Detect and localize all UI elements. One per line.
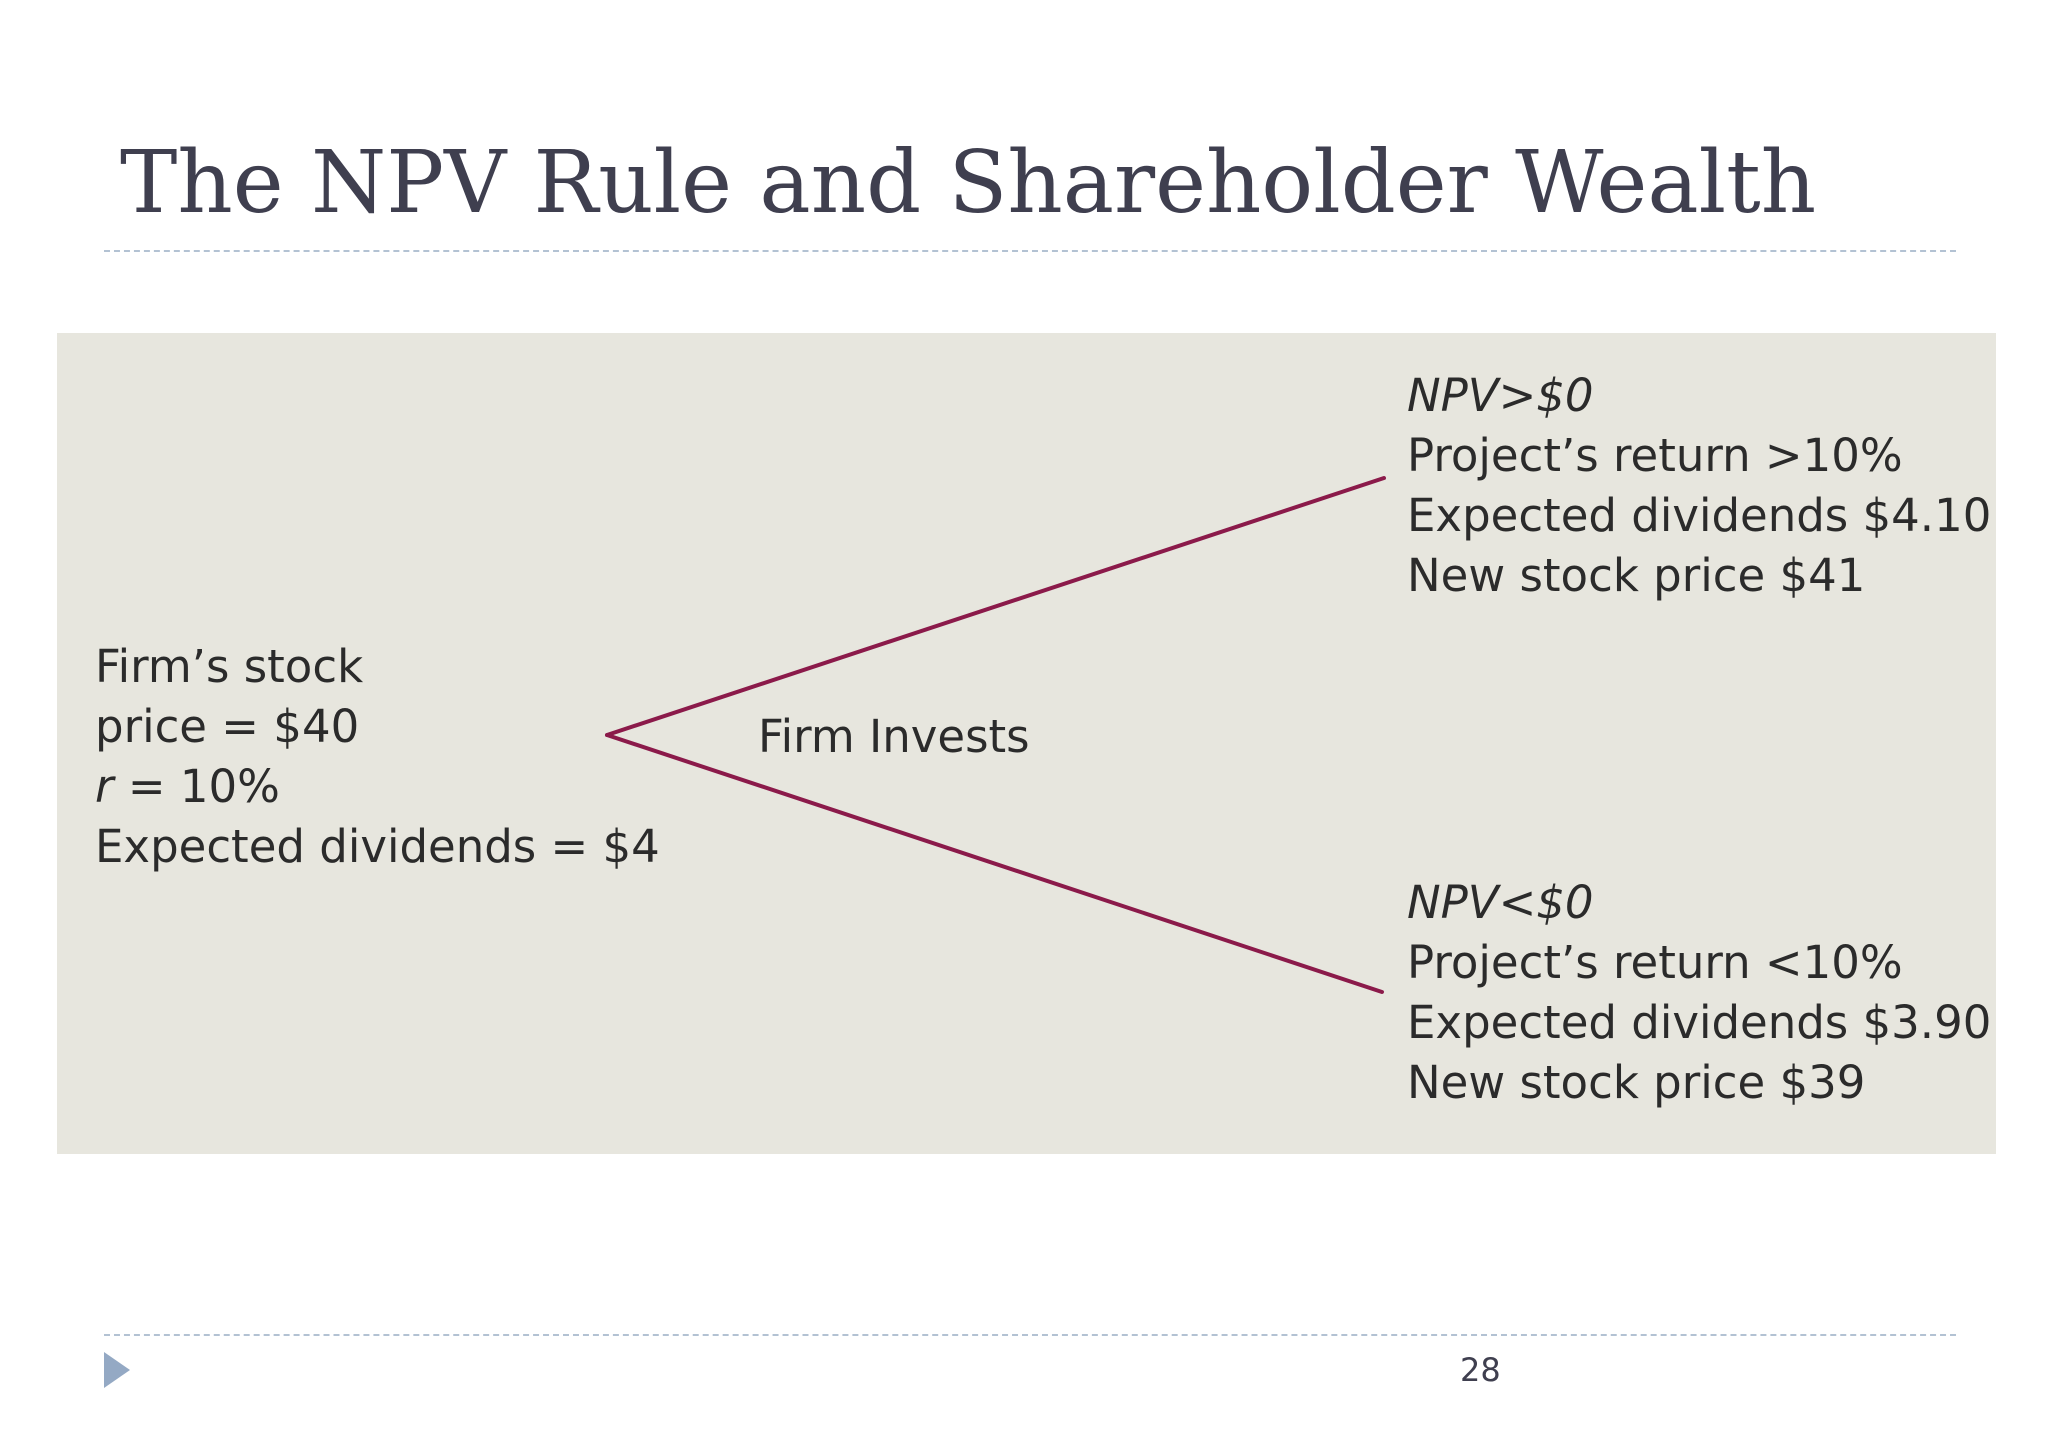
- required-return-variable: r: [95, 760, 114, 813]
- negative-npv-return: Project’s return <10%: [1407, 936, 1903, 989]
- required-return-value: = 10%: [113, 760, 280, 813]
- title-divider: [104, 250, 1956, 252]
- lower-branch-line: [605, 733, 1384, 994]
- firm-invests-label: Firm Invests: [758, 710, 1030, 763]
- stock-price: price = $40: [95, 700, 360, 753]
- triangle-right-icon: [104, 1352, 130, 1388]
- page-number: 28: [1460, 1351, 1501, 1389]
- upper-branch-line: [605, 476, 1386, 737]
- positive-npv-price: New stock price $41: [1407, 549, 1866, 602]
- footer-divider: [104, 1334, 1956, 1336]
- npv-decision-diagram: Firm’s stock price = $40 r = 10% Expecte…: [57, 333, 1996, 1154]
- positive-npv-return: Project’s return >10%: [1407, 429, 1903, 482]
- negative-npv-outcome: NPV<$0 Project’s return <10% Expected di…: [1407, 873, 1991, 1113]
- required-return: r = 10%: [95, 757, 660, 817]
- positive-npv-dividends: Expected dividends $4.10: [1407, 489, 1992, 542]
- positive-npv-condition: NPV>$0: [1407, 369, 1594, 422]
- branch-lines: [605, 476, 1386, 994]
- negative-npv-price: New stock price $39: [1407, 1056, 1866, 1109]
- negative-npv-dividends: Expected dividends $3.90: [1407, 996, 1992, 1049]
- slide-title: The NPV Rule and Shareholder Wealth: [120, 133, 1817, 233]
- negative-npv-condition: NPV<$0: [1407, 876, 1594, 929]
- expected-dividends: Expected dividends = $4: [95, 820, 660, 873]
- starting-state-text: Firm’s stock price = $40 r = 10% Expecte…: [95, 637, 660, 877]
- positive-npv-outcome: NPV>$0 Project’s return >10% Expected di…: [1407, 366, 1991, 606]
- stock-label: Firm’s stock: [95, 640, 364, 693]
